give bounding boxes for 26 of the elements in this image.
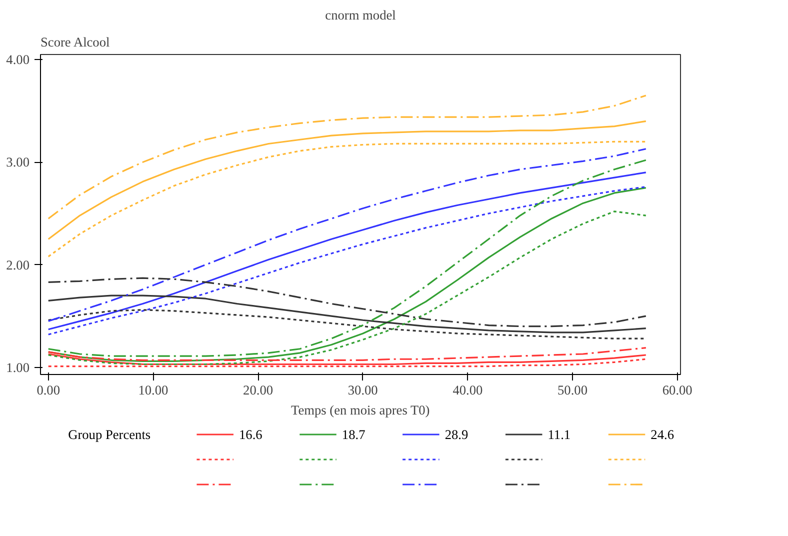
x-tick-label: 0.00 [36, 382, 60, 398]
line-series [48, 148, 647, 322]
line-series [48, 140, 647, 258]
line-series [48, 277, 647, 328]
x-tick-label: 10.00 [138, 382, 169, 398]
legend-label: 24.6 [650, 427, 674, 442]
x-tick-label: 40.00 [452, 382, 484, 398]
y-tick-label: 1.00 [6, 360, 30, 375]
legend-label: 11.1 [548, 427, 571, 442]
y-axis-title: Score Alcool [40, 34, 110, 50]
legend-label: 16.6 [238, 427, 263, 442]
y-tick-label: 2.00 [6, 257, 30, 272]
x-tick-label: 60.00 [662, 382, 693, 398]
x-tick-label: 30.00 [348, 382, 378, 398]
line-series [48, 94, 647, 220]
x-tick-label: 20.00 [243, 382, 274, 398]
y-tick-label: 4.00 [6, 52, 30, 68]
chart-title: cnorm model [325, 8, 396, 22]
line-series [48, 120, 647, 240]
x-axis-title: Temps (en mois apres T0) [291, 402, 430, 418]
y-tick-label: 3.00 [6, 154, 30, 170]
x-tick-label: 50.00 [558, 382, 588, 398]
legend-title: Group Percents [68, 427, 151, 442]
legend-label: 28.9 [444, 427, 468, 442]
line-series [48, 294, 647, 334]
legend-label: 18.7 [342, 427, 366, 442]
